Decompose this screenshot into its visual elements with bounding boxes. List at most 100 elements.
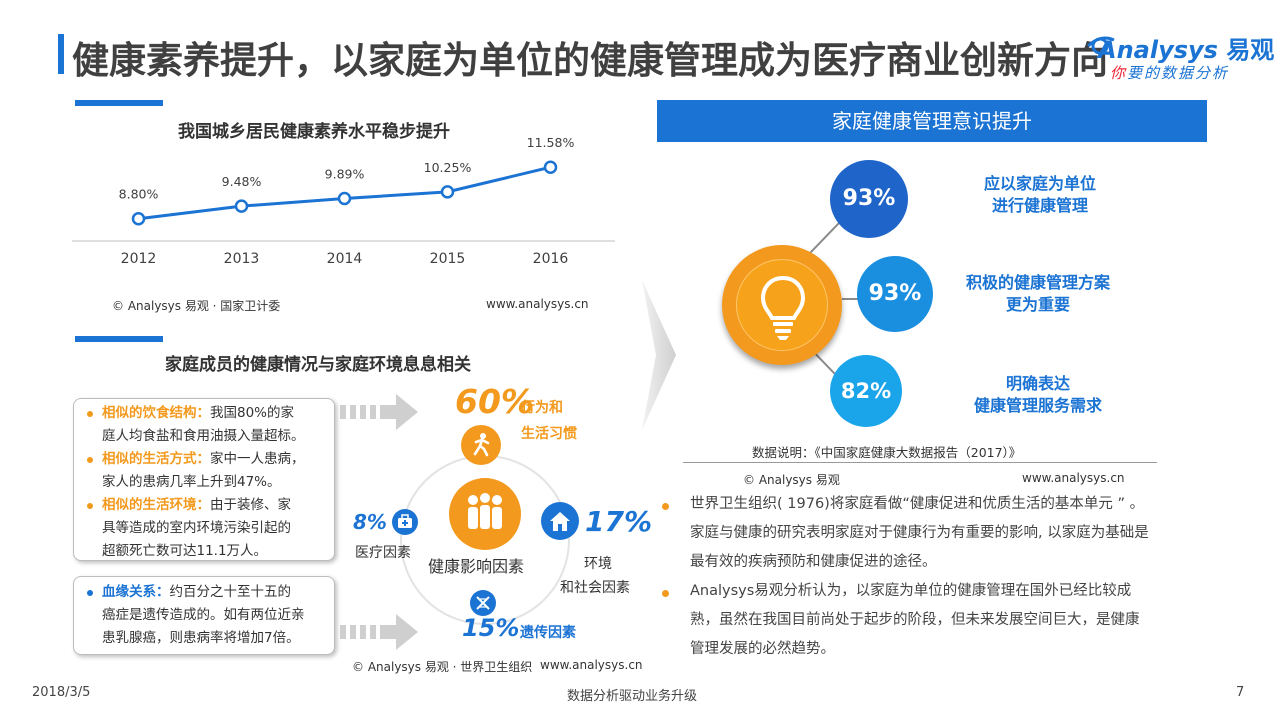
data-point: [131, 211, 146, 226]
chart-source: © Analysys 易观 · 国家卫计委: [112, 299, 281, 313]
paragraph-line: 管理发展的必然趋势。: [690, 641, 835, 657]
x-tick-label: 2014: [327, 251, 363, 267]
environment-pct: 17%: [585, 505, 653, 538]
bullet-blood: 血缘关系：约百分之十至十五的 癌症是遗传造成的。如有两位近亲 患乳腺癌，则患病率…: [102, 581, 334, 650]
medical-pct: 8%: [353, 510, 387, 534]
paragraph-dot: [662, 590, 669, 597]
title-accent-bar: [58, 34, 64, 74]
note-divider: [683, 462, 1157, 463]
behavior-label-line: 行为和: [521, 400, 563, 416]
bulb-circle: [736, 259, 828, 351]
genetic-pct: 15%: [462, 614, 520, 642]
logo-slogan-rest: 要的数据分析: [1127, 64, 1230, 82]
logo-brand-cn: 易观: [1226, 36, 1275, 64]
bullet-head: 相似的生活环境：: [102, 497, 210, 513]
data-label: 11.58%: [527, 135, 575, 150]
behavior-label-line: 生活习惯: [521, 426, 577, 442]
connector-line: [842, 298, 868, 300]
medical-circle: [392, 509, 418, 535]
paragraph-who: 世界卫生组织( 1976)将家庭看做“健康促进和优质生活的基本单元 ” 。 家庭…: [690, 490, 1210, 577]
bullet-head: 相似的生活方式：: [102, 451, 210, 467]
paragraph-line: 家庭与健康的研究表明家庭对于健康行为有重要的影响, 以家庭为基础是: [690, 525, 1149, 541]
section-marker: [75, 336, 163, 342]
bullet-dot: [87, 457, 93, 463]
stat-label-line: 健康管理服务需求: [973, 396, 1102, 415]
stat-label-1: 应以家庭为单位 进行健康管理: [970, 173, 1110, 217]
behavior-circle: [461, 425, 501, 465]
center-circle: [449, 478, 521, 550]
bullet-head: 血缘关系：: [102, 584, 170, 600]
data-label: 9.89%: [325, 167, 365, 182]
data-label: 10.25%: [424, 160, 472, 175]
bullet-dot: [87, 503, 93, 509]
stat-label-line: 积极的健康管理方案: [965, 273, 1110, 292]
family-source: © Analysys 易观 · 世界卫生组织: [352, 660, 533, 674]
right-url: www.analysys.cn: [1022, 471, 1125, 485]
data-label: 9.48%: [222, 174, 262, 189]
line-chart-title: 我国城乡居民健康素养水平稳步提升: [178, 122, 450, 142]
stat-label-line: 明确表达: [1005, 374, 1070, 393]
chevron-right-icon: [642, 280, 676, 430]
data-point: [543, 160, 558, 174]
bullet-head: 相似的饮食结构：: [102, 405, 210, 421]
environment-circle: [541, 502, 579, 540]
bullet-text: 约百分之十至十五的: [169, 584, 292, 600]
stat-label-line: 进行健康管理: [991, 196, 1088, 215]
section-marker: [75, 100, 163, 106]
stripe-arrow-icon: [340, 394, 418, 430]
family-url: www.analysys.cn: [540, 658, 643, 672]
paragraph-dot: [662, 503, 669, 510]
page-number: 7: [1236, 685, 1245, 700]
paragraph-line: 世界卫生组织( 1976)将家庭看做“健康促进和优质生活的基本单元 ” 。: [690, 496, 1145, 512]
logo-slogan: 你要的数据分析: [1110, 62, 1229, 83]
people-group-icon: [468, 493, 502, 529]
running-person-icon: [473, 433, 490, 457]
bullet-diet: 相似的饮食结构：我国80%的家 庭人均食盐和食用油摄入量超标。: [102, 402, 334, 448]
center-label: 健康影响因素: [428, 557, 525, 576]
genetic-label: 遗传因素: [520, 625, 576, 641]
bullet-text: 家人的患病几率上升到47%。: [102, 474, 281, 490]
stat-label-2: 积极的健康管理方案 更为重要: [948, 272, 1128, 316]
data-point: [234, 199, 249, 213]
dna-icon: [476, 596, 490, 610]
logo-swoosh-icon: [1086, 36, 1115, 55]
logo-brand-en: Analysys: [1098, 36, 1218, 64]
bullet-text: 庭人均食盐和食用油摄入量超标。: [102, 428, 305, 444]
logo-text: Analysys 易观: [1098, 30, 1274, 65]
medical-kit-icon: [398, 514, 412, 528]
footer-date: 2018/3/5: [32, 685, 91, 700]
literacy-line-chart: 8.80% 2012 9.48% 2013 9.89% 2014 10.25% 2015 11.…: [72, 135, 615, 267]
environment-label-line: 环境: [584, 556, 612, 572]
behavior-pct: 60%: [455, 382, 534, 421]
lightbulb-icon: [760, 275, 806, 340]
stat-label-line: 应以家庭为单位: [983, 174, 1096, 193]
medical-label: 医疗因素: [355, 545, 411, 561]
x-tick-label: 2012: [121, 251, 157, 267]
data-point: [440, 185, 455, 199]
bullet-environment: 相似的生活环境：由于装修、家 具等造成的室内环境污染引起的 超额死亡数可达11.…: [102, 494, 334, 563]
behavior-label: 行为和 生活习惯: [521, 395, 577, 447]
environment-label-line: 和社会因素: [560, 580, 630, 596]
stat-label-3: 明确表达 健康管理服务需求: [958, 373, 1118, 417]
stat-label-line: 更为重要: [1005, 295, 1070, 314]
paragraph-line: Analysys易观分析认为，以家庭为单位的健康管理在国外已经比较成: [690, 583, 1132, 599]
family-section-title: 家庭成员的健康情况与家庭环境息息相关: [165, 355, 471, 375]
bullet-text: 超额死亡数可达11.1万人。: [102, 543, 268, 559]
bullet-text: 患乳腺癌，则患病率将增加7倍。: [102, 630, 300, 646]
logo-slogan-red: 你: [1110, 64, 1128, 82]
x-tick-label: 2013: [224, 251, 260, 267]
analysys-logo: Analysys 易观 你要的数据分析: [1086, 30, 1274, 85]
awareness-banner: 家庭健康管理意识提升: [657, 100, 1207, 142]
bullet-dot: [87, 411, 93, 417]
stripe-arrow-icon: [340, 614, 418, 650]
stat-circle-3: 82%: [830, 355, 902, 427]
bullet-lifestyle: 相似的生活方式：家中一人患病， 家人的患病几率上升到47%。: [102, 448, 334, 494]
house-icon: [550, 512, 570, 531]
stat-circle-2: 93%: [857, 256, 933, 332]
data-note: 数据说明：《中国家庭健康大数据报告（2017）》: [752, 445, 1022, 460]
bullet-text: 癌症是遗传造成的。如有两位近亲: [102, 607, 305, 623]
x-tick-label: 2015: [430, 251, 466, 267]
stat-circle-1: 93%: [830, 160, 908, 238]
similarity-box: [73, 398, 335, 561]
genetic-circle: [470, 590, 496, 616]
